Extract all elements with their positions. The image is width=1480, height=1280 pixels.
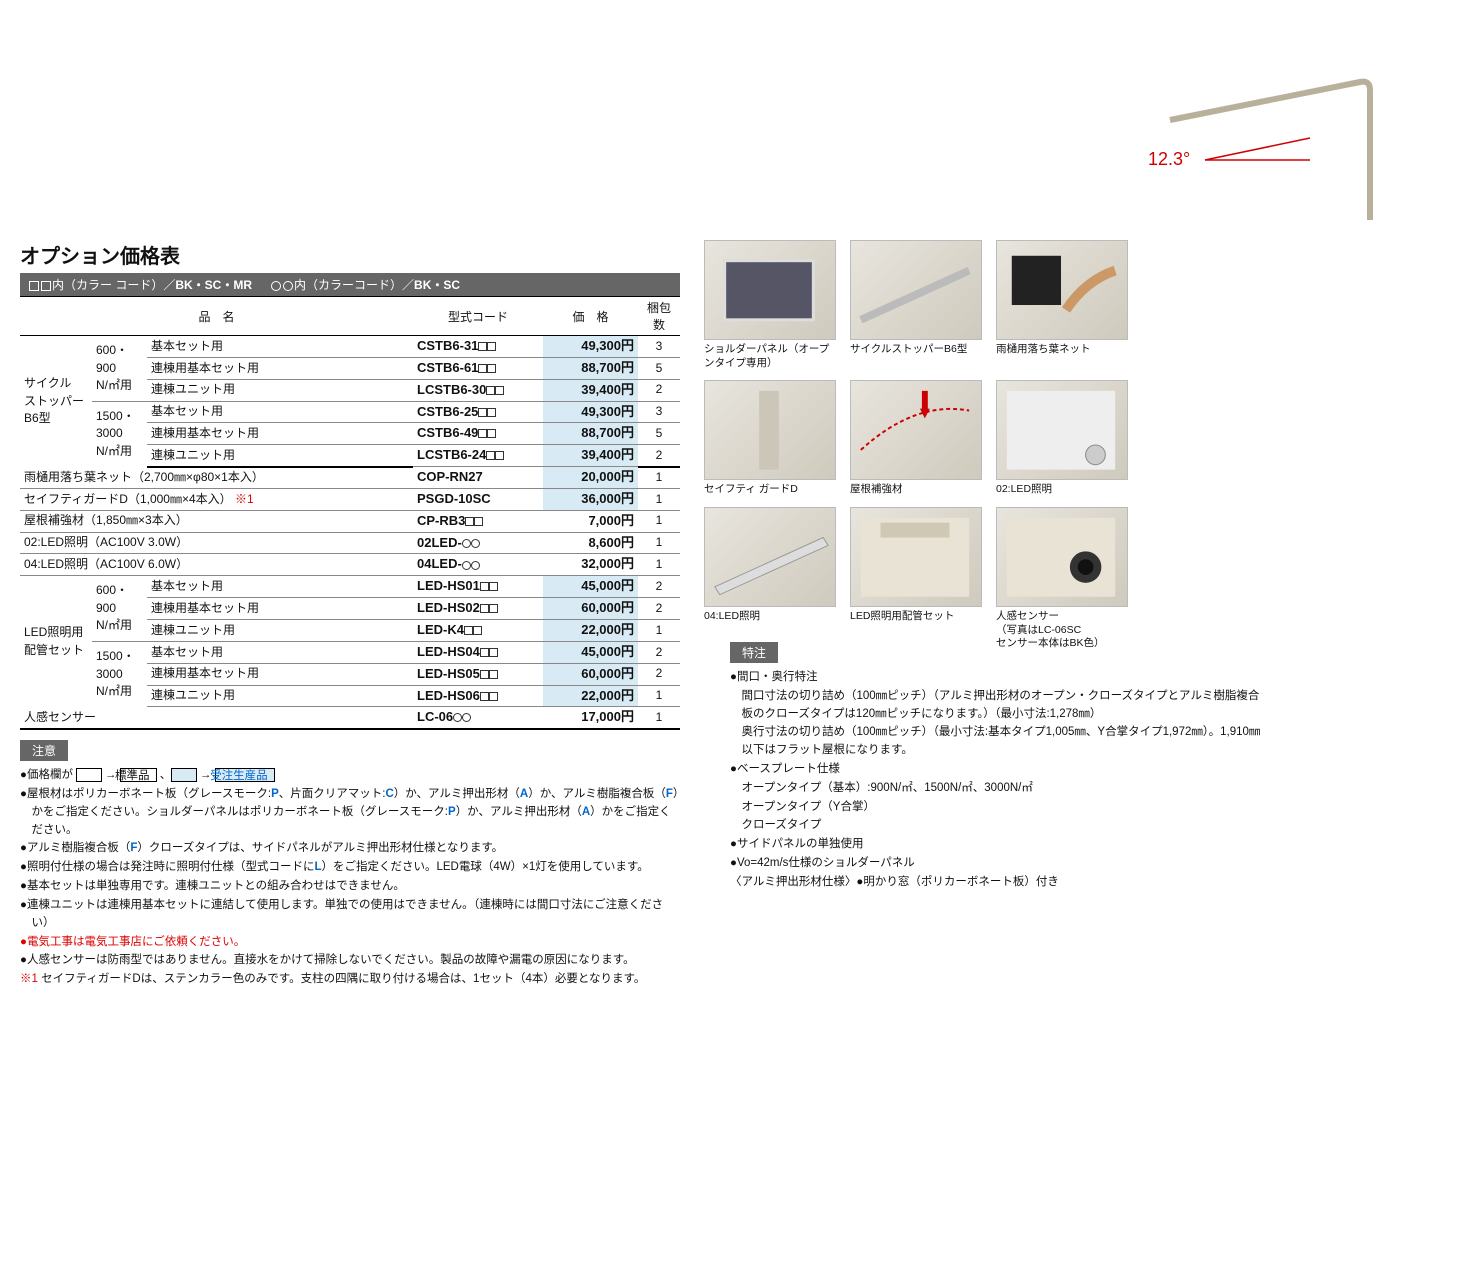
thumb-0: ショルダーパネル（オープンタイプ専用）: [704, 240, 836, 370]
spec-item: ●間口・奥行特注: [730, 669, 1270, 687]
table-row: 雨樋用落ち葉ネット（2,700㎜×φ80×1本入）COP-RN2720,000円…: [20, 467, 680, 489]
spec-item: ●サイドパネルの単独使用: [730, 836, 1270, 854]
table-row: 04:LED照明（AC100V 6.0W）04LED-32,000円1: [20, 554, 680, 576]
table-row: セイフティガードD（1,000㎜×4本入） ※1PSGD-10SC36,000円…: [20, 488, 680, 510]
spec-item: ●Vo=42m/s仕様のショルダーパネル: [730, 855, 1270, 873]
table-row: LED照明用 配管セット600・ 900 N/㎡用基本セット用LED-HS014…: [20, 576, 680, 598]
thumb-7: LED照明用配管セット: [850, 507, 982, 651]
note-item: ※1 セイフティガードDは、ステンカラー色のみです。支柱の四隅に取り付ける場合は…: [20, 971, 680, 989]
thumb-5: 02:LED照明: [996, 380, 1128, 497]
section-title: オプション価格表: [20, 240, 680, 269]
spec-item: クローズタイプ: [730, 817, 1270, 835]
thumbnail-grid: ショルダーパネル（オープンタイプ専用）サイクルストッパーB6型雨樋用落ち葉ネット…: [704, 240, 1134, 651]
colorcode-bar: 内（カラー コード）／BK・SC・MR 内（カラーコード）／BK・SC: [20, 273, 680, 296]
table-row: サイクル ストッパー B6型600・ 900 N/㎡用基本セット用CSTB6-3…: [20, 336, 680, 358]
table-row: 02:LED照明（AC100V 3.0W）02LED-8,600円1: [20, 532, 680, 554]
spec-badge: 特注: [730, 642, 778, 663]
note-item: ●電気工事は電気工事店にご依頼ください。: [20, 934, 680, 952]
thumb-2: 雨樋用落ち葉ネット: [996, 240, 1128, 370]
spec-item: ●ベースプレート仕様: [730, 761, 1270, 779]
angle-text: 12.3°: [1148, 149, 1190, 169]
thumb-1: サイクルストッパーB6型: [850, 240, 982, 370]
angle-diagram: 12.3°: [1110, 70, 1390, 230]
spec-item: 奥行寸法の切り詰め（100㎜ピッチ）（最小寸法:基本タイプ1,005㎜、Y合掌タ…: [730, 724, 1270, 760]
top-diagram-region: 12.3°: [20, 30, 1460, 240]
table-row: 屋根補強材（1,850㎜×3本入）CP-RB37,000円1: [20, 510, 680, 532]
spec-item: 〈アルミ押出形材仕様〉●明かり窓（ポリカーボネート板）付き: [730, 874, 1270, 892]
spec-item: オープンタイプ（Y合掌）: [730, 799, 1270, 817]
thumb-6: 04:LED照明: [704, 507, 836, 651]
table-row: 1500・ 3000 N/㎡用基本セット用CSTB6-2549,300円3: [20, 401, 680, 423]
spec-item: 間口寸法の切り詰め（100㎜ピッチ）（アルミ押出形材のオープン・クローズタイプと…: [730, 688, 1270, 724]
thumb-3: セイフティ ガードD: [704, 380, 836, 497]
thumb-8: 人感センサー （写真はLC-06SC センサー本体はBK色）: [996, 507, 1128, 651]
spec-notes: ●間口・奥行特注 間口寸法の切り詰め（100㎜ピッチ）（アルミ押出形材のオープン…: [730, 669, 1270, 892]
note-item: ●連棟ユニットは連棟用基本セットに連結して使用します。単独での使用はできません。…: [20, 897, 680, 933]
thumb-4: 屋根補強材: [850, 380, 982, 497]
spec-item: オープンタイプ（基本）:900N/㎡、1500N/㎡、3000N/㎡: [730, 780, 1270, 798]
note-item: ●人感センサーは防雨型ではありません。直接水をかけて掃除しないでください。製品の…: [20, 952, 680, 970]
